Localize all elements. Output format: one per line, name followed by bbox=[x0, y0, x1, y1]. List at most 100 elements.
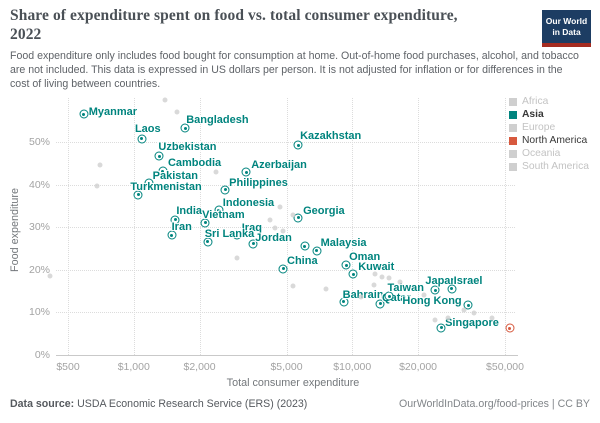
data-point-taiwan[interactable] bbox=[384, 291, 394, 301]
data-point-georgia[interactable] bbox=[293, 213, 303, 223]
country-label-bangladesh[interactable]: Bangladesh bbox=[186, 114, 249, 127]
data-point[interactable] bbox=[358, 294, 364, 300]
data-point-japan[interactable] bbox=[430, 285, 440, 295]
data-point-israel[interactable] bbox=[447, 284, 457, 294]
legend-item-africa[interactable]: Africa bbox=[509, 95, 589, 108]
data-point-laos[interactable] bbox=[137, 134, 147, 144]
data-point-malaysia[interactable] bbox=[312, 246, 322, 256]
data-point-iran[interactable] bbox=[167, 230, 177, 240]
data-point[interactable] bbox=[47, 273, 53, 279]
country-label-taiwan[interactable]: Taiwan bbox=[387, 282, 424, 295]
country-label-china[interactable]: China bbox=[287, 254, 318, 267]
x-gridline bbox=[199, 98, 201, 355]
country-label-philippines[interactable]: Philippines bbox=[229, 176, 288, 189]
data-point-bahrain[interactable] bbox=[339, 297, 349, 307]
data-point-cambodia[interactable] bbox=[158, 166, 168, 176]
data-point[interactable] bbox=[267, 217, 273, 223]
country-label-israel[interactable]: Israel bbox=[453, 274, 483, 287]
y-gridline bbox=[56, 184, 515, 186]
legend-label: Oceania bbox=[522, 148, 561, 159]
country-label-turkmenistan[interactable]: Turkmenistan bbox=[130, 180, 202, 193]
data-point-singapore[interactable] bbox=[436, 323, 446, 333]
data-point[interactable] bbox=[94, 183, 100, 189]
data-point-turkmenistan[interactable] bbox=[133, 190, 143, 200]
data-point-bangladesh[interactable] bbox=[180, 123, 190, 133]
data-point[interactable] bbox=[97, 162, 103, 168]
data-point[interactable] bbox=[489, 315, 495, 321]
legend-item-south-america[interactable]: South America bbox=[509, 160, 589, 173]
data-point[interactable] bbox=[162, 97, 168, 103]
country-label-singapore[interactable]: Singapore bbox=[445, 316, 499, 329]
legend-item-north-america[interactable]: North America bbox=[509, 134, 589, 147]
data-point-myanmar[interactable] bbox=[79, 109, 89, 119]
legend: Africa Asia Europe North America Oceania Sout… bbox=[509, 95, 589, 173]
data-point-indonesia[interactable] bbox=[214, 205, 224, 215]
data-point-vietnam[interactable] bbox=[200, 218, 210, 228]
x-gridline bbox=[286, 98, 288, 355]
data-point[interactable] bbox=[213, 169, 219, 175]
country-label-kazakhstan[interactable]: Kazakhstan bbox=[300, 130, 362, 143]
country-label-bahrain[interactable]: Bahrain bbox=[343, 289, 384, 301]
legend-item-europe[interactable]: Europe bbox=[509, 121, 589, 134]
data-point-jordan[interactable] bbox=[248, 239, 258, 249]
country-label-laos[interactable]: Laos bbox=[134, 122, 161, 135]
data-point-uzbekistan[interactable] bbox=[154, 151, 164, 161]
y-gridline bbox=[56, 227, 515, 229]
data-point-hong-kong[interactable] bbox=[463, 300, 473, 310]
data-point[interactable] bbox=[461, 307, 467, 313]
data-point-india[interactable] bbox=[170, 215, 180, 225]
data-point[interactable] bbox=[280, 228, 286, 234]
data-point[interactable] bbox=[272, 225, 278, 231]
country-label-malaysia[interactable]: Malaysia bbox=[320, 236, 367, 249]
data-point[interactable] bbox=[432, 317, 438, 323]
country-label-hong-kong[interactable]: Hong Kong bbox=[402, 295, 462, 308]
data-point-qatar[interactable] bbox=[375, 299, 385, 309]
data-point[interactable] bbox=[386, 275, 392, 281]
legend-item-asia[interactable]: Asia bbox=[509, 108, 589, 121]
data-point[interactable] bbox=[290, 212, 296, 218]
country-label-myanmar[interactable]: Myanmar bbox=[88, 106, 137, 119]
data-point-philippines[interactable] bbox=[220, 185, 230, 195]
country-label-india[interactable]: India bbox=[176, 204, 203, 217]
data-point[interactable] bbox=[290, 283, 296, 289]
data-point-pakistan[interactable] bbox=[144, 178, 154, 188]
legend-label: North America bbox=[522, 135, 588, 146]
data-point[interactable] bbox=[300, 241, 310, 251]
data-point[interactable] bbox=[372, 271, 378, 277]
country-label-georgia[interactable]: Georgia bbox=[303, 204, 345, 217]
legend-item-oceania[interactable]: Oceania bbox=[509, 147, 589, 160]
data-point[interactable] bbox=[323, 286, 329, 292]
data-point-kazakhstan[interactable] bbox=[293, 140, 303, 150]
data-point[interactable] bbox=[379, 274, 385, 280]
data-point-kuwait[interactable] bbox=[348, 269, 358, 279]
country-label-japan[interactable]: Japan bbox=[425, 275, 458, 288]
data-point[interactable] bbox=[397, 279, 403, 285]
credit-link[interactable]: OurWorldInData.org/food-prices | CC BY bbox=[399, 398, 590, 410]
country-label-vietnam[interactable]: Vietnam bbox=[202, 208, 245, 221]
country-label-jordan[interactable]: Jordan bbox=[255, 231, 292, 244]
country-label-sri-lanka[interactable]: Sri Lanka bbox=[204, 227, 255, 240]
data-point[interactable] bbox=[174, 109, 180, 115]
country-label-uzbekistan[interactable]: Uzbekistan bbox=[158, 141, 217, 154]
country-label-kuwait[interactable]: Kuwait bbox=[358, 261, 395, 274]
country-label-azerbaijan[interactable]: Azerbaijan bbox=[251, 159, 307, 172]
data-point[interactable] bbox=[277, 204, 283, 210]
owid-logo[interactable]: Our World in Data bbox=[542, 10, 591, 47]
country-label-indonesia[interactable]: Indonesia bbox=[222, 197, 275, 210]
data-point[interactable] bbox=[471, 310, 477, 316]
data-point[interactable] bbox=[505, 323, 515, 333]
data-point-sri-lanka[interactable] bbox=[203, 237, 213, 247]
data-point-china[interactable] bbox=[278, 264, 288, 274]
country-label-pakistan[interactable]: Pakistan bbox=[152, 170, 198, 183]
data-point-iraq[interactable] bbox=[232, 230, 242, 240]
data-point-oman[interactable] bbox=[341, 260, 351, 270]
country-label-iraq[interactable]: Iraq bbox=[241, 221, 262, 234]
data-point[interactable] bbox=[234, 255, 240, 261]
data-point-azerbaijan[interactable] bbox=[241, 167, 251, 177]
data-point[interactable] bbox=[421, 292, 427, 298]
country-label-oman[interactable]: Oman bbox=[349, 251, 381, 264]
data-point[interactable] bbox=[445, 315, 451, 321]
country-label-iran[interactable]: Iran bbox=[171, 221, 192, 234]
country-label-cambodia[interactable]: Cambodia bbox=[167, 157, 222, 170]
data-point[interactable] bbox=[371, 282, 377, 288]
